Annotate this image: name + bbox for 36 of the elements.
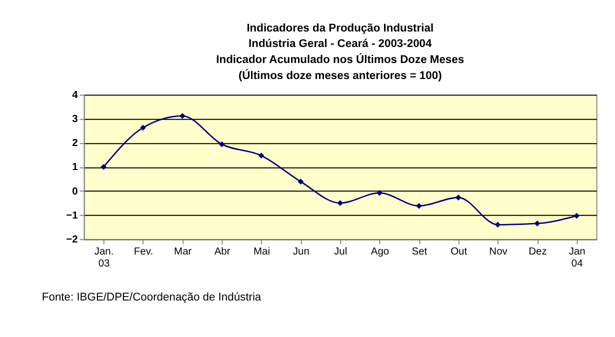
text: Indicadores da Produção Industrial <box>246 22 434 34</box>
point <box>574 212 580 219</box>
x-tick-label: Dez <box>528 246 547 258</box>
point <box>140 124 146 131</box>
x-tick-label: Set <box>412 246 428 258</box>
point <box>376 190 382 196</box>
x-tick-label: Mai <box>253 246 270 258</box>
x-tick-label: Fev. <box>134 246 154 258</box>
y-tick-label: −1 <box>66 210 78 222</box>
y-tick-label: 4 <box>72 90 78 101</box>
x-tick-label: Jan. 03 <box>94 246 114 270</box>
point <box>100 164 107 170</box>
source-note: Fonte: IBGE/DPE/Coordenação de Indústria <box>42 292 262 304</box>
point <box>218 141 225 148</box>
point <box>534 220 540 226</box>
x-tick-label: Ago <box>370 246 390 258</box>
x-tick-label: Out <box>450 246 468 258</box>
point <box>298 178 304 185</box>
y-tick-label: 2 <box>72 138 78 150</box>
point <box>416 202 422 209</box>
x-tick-label: Nov <box>489 246 508 258</box>
point <box>258 152 264 159</box>
y-tick-label: −2 <box>66 234 78 246</box>
y-tick-label: 3 <box>72 114 78 126</box>
point <box>494 222 501 228</box>
x-tick-label: Jan 04 <box>568 246 586 270</box>
y-tick-label: 1 <box>72 162 78 174</box>
text: Indústria Geral - Ceará - 2003-2004 <box>248 38 432 50</box>
point <box>179 112 186 119</box>
x-tick-label: Jun <box>292 246 310 258</box>
y-tick-label: 0 <box>72 186 78 198</box>
text: (Últimos doze meses anteriores = 100) <box>238 70 442 82</box>
text: Indicador Acumulado nos Últimos Doze Meses <box>216 54 464 66</box>
x-tick-label: Mar <box>174 246 192 258</box>
x-tick-label: Abr <box>214 246 231 258</box>
x-tick-label: Jul <box>334 246 348 258</box>
